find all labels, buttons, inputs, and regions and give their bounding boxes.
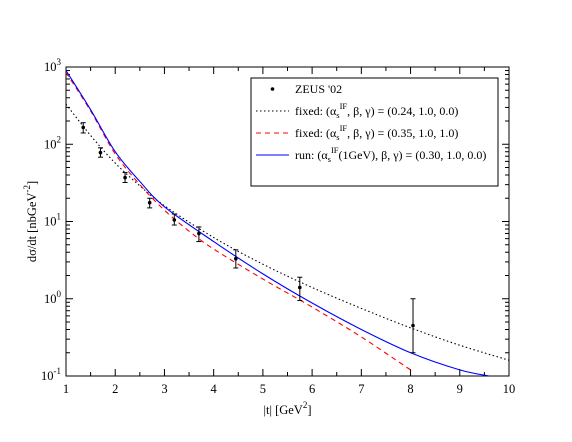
x-tick-label: 1 [63, 382, 69, 396]
legend-label-fixed-035: fixed: (αsIF, β, γ) = (0.35, 1.0, 1.0) [295, 123, 458, 142]
legend-marker-zeus [270, 87, 275, 91]
data-marker [197, 231, 201, 236]
data-marker [123, 175, 127, 180]
data-marker [81, 125, 86, 130]
legend: ZEUS '02 fixed: (αsIF, β, γ) = (0.24, 1.0… [250, 77, 499, 187]
x-axis-label: |t| [GeV2] [263, 400, 311, 417]
data-marker [147, 200, 152, 205]
y-tick-label: 103 [44, 57, 62, 74]
legend-label-fixed-024: fixed: (αsIF, β, γ) = (0.24, 1.0, 0.0) [295, 101, 458, 120]
series-run-030-line [66, 70, 490, 376]
zeus-data-point [171, 213, 177, 226]
axis-ticks: 1 2 3 4 5 6 7 8 9 10 10-1 100 101 102 103 [41, 57, 515, 396]
zeus-data-point [97, 147, 103, 158]
zeus-data-point [147, 197, 153, 209]
zeus-data-point [410, 298, 416, 354]
data-marker [98, 150, 103, 155]
legend-label-run-030: run: (αsIF(1GeV), β, γ) = (0.30, 1.0, 0.… [295, 145, 486, 164]
y-axis-label: dσ/dt [nbGeV-2] [22, 181, 39, 262]
y-tick-label: 101 [44, 212, 61, 229]
data-marker [234, 256, 238, 261]
series-fixed-024-line [66, 103, 509, 361]
zeus-data-point [196, 226, 202, 243]
data-points [80, 122, 416, 354]
y-tick-label: 102 [44, 134, 61, 151]
series-fixed-035-line [66, 72, 411, 371]
x-tick-label: 9 [457, 382, 463, 396]
zeus-data-point [80, 122, 86, 134]
data-marker [411, 323, 415, 328]
x-tick-label: 6 [309, 382, 315, 396]
legend-label-zeus: ZEUS '02 [295, 82, 342, 96]
y-tick-label: 10-1 [41, 366, 61, 383]
zeus-data-point [297, 276, 303, 301]
data-marker [298, 285, 302, 290]
x-tick-label: 8 [407, 382, 413, 396]
x-tick-label: 2 [112, 382, 118, 396]
x-tick-label: 5 [260, 382, 266, 396]
series-curves [66, 70, 509, 376]
x-tick-label: 7 [358, 382, 364, 396]
data-marker [172, 218, 177, 222]
y-tick-label: 100 [44, 289, 62, 306]
legend-box [250, 77, 499, 187]
zeus-data-point [122, 172, 128, 183]
x-tick-label: 10 [503, 382, 516, 396]
x-tick-label: 3 [161, 382, 167, 396]
zeus-data-point [233, 249, 239, 269]
x-tick-label: 4 [211, 382, 218, 396]
